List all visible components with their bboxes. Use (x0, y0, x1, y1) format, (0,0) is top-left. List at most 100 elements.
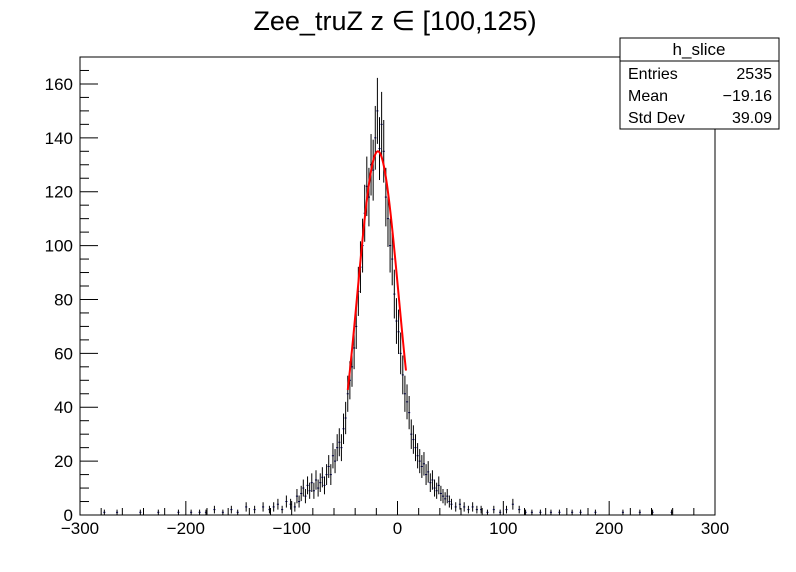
histogram-bin (190, 509, 193, 515)
stats-stddev-label: Std Dev (628, 110, 685, 127)
histogram-bin (308, 482, 311, 499)
histogram-bin (397, 309, 400, 355)
histogram-bin (344, 401, 347, 435)
histogram-bin (382, 119, 385, 183)
histogram-bin (139, 509, 142, 515)
histogram-bin (323, 476, 326, 495)
histogram-bin (399, 332, 402, 375)
x-tick-label: 100 (489, 519, 517, 538)
gaussian-fit-curve (346, 150, 407, 391)
histogram-bin (230, 505, 233, 514)
histogram-bin (425, 464, 428, 486)
histogram-bin (342, 413, 345, 445)
x-tick-label: 200 (595, 519, 623, 538)
histogram-bin (281, 505, 284, 514)
histogram-bin (393, 269, 396, 319)
histogram-bin (446, 489, 449, 504)
histogram-bin (236, 509, 239, 515)
histogram-bin (448, 495, 451, 508)
histogram-bin (422, 452, 426, 476)
histogram-bin (329, 464, 332, 486)
histogram-bin (300, 485, 303, 502)
histogram-bin (177, 509, 180, 515)
y-tick-label: 120 (45, 183, 73, 202)
histogram-bin (395, 298, 398, 344)
histogram-bin (198, 509, 201, 515)
histogram-bin (372, 139, 375, 201)
histogram-bin (405, 384, 409, 420)
histogram-bin (276, 498, 279, 510)
histogram-bin (302, 479, 305, 497)
histogram-bin (221, 509, 224, 515)
histogram-bin (429, 473, 432, 493)
histogram-bin (295, 489, 299, 504)
histogram-bin (334, 449, 337, 474)
histogram-bin (638, 509, 641, 515)
histogram-bin (418, 449, 421, 474)
y-tick-label: 0 (64, 506, 73, 525)
histogram-bin (410, 419, 413, 449)
histogram-bin (458, 498, 461, 510)
histogram-bin (403, 375, 406, 412)
histogram-bin (378, 117, 381, 181)
histogram-bin (539, 509, 542, 515)
histogram-bin (340, 434, 343, 462)
histogram-bin (549, 509, 553, 515)
x-tick-label: 300 (701, 519, 729, 538)
histogram-bin (486, 509, 489, 515)
histogram-bin (304, 489, 307, 504)
histogram-bin (463, 502, 466, 512)
histogram-bin (262, 502, 265, 512)
histogram-bin (518, 505, 521, 514)
histogram-bin (293, 502, 296, 512)
histogram-bin (317, 479, 320, 497)
histogram-bin (285, 495, 288, 508)
stats-mean-label: Mean (628, 88, 668, 105)
stats-box-frame (619, 37, 780, 130)
histogram-bin (338, 428, 341, 457)
y-tick-label: 160 (45, 75, 73, 94)
histogram-bin (310, 473, 313, 493)
y-tick-label: 40 (54, 398, 73, 417)
stats-box-name: h_slice (673, 40, 726, 59)
histogram-bin (444, 492, 447, 506)
axes: −300 −200 −100 0 100 200 300 0 20 40 60 80 100 120 140… (45, 56, 729, 538)
histogram-bin (439, 485, 442, 502)
histogram-bin (312, 482, 315, 499)
histogram-bin (389, 218, 392, 273)
histogram-bin (327, 455, 330, 478)
histogram-bin (530, 509, 533, 515)
histogram-bin (454, 502, 457, 512)
histogram-bin (391, 232, 394, 286)
histogram-bin (435, 482, 438, 499)
histogram-bin (272, 502, 275, 512)
chart-title: Zee_truZ z ∈ [100,125) (253, 6, 536, 36)
histogram-bin (621, 509, 624, 515)
histogram-bin (558, 509, 561, 515)
histogram-bin (433, 479, 436, 497)
plot-area (103, 77, 673, 515)
histogram-bin (441, 489, 445, 504)
histogram-bin (336, 434, 339, 462)
histogram-bin (420, 455, 423, 478)
stats-entries-value: 2535 (736, 66, 772, 83)
histogram-bin (298, 495, 301, 508)
x-tick-label: −100 (273, 519, 311, 538)
histogram-bin (414, 434, 417, 462)
stats-entries-label: Entries (628, 66, 678, 83)
histogram-bin (499, 509, 502, 515)
histogram-bin (331, 443, 334, 469)
stats-stddev-value: 39.09 (732, 110, 772, 127)
histogram-bin (450, 498, 453, 510)
x-tick-label: −200 (167, 519, 205, 538)
histogram-bin (325, 464, 328, 486)
y-tick-label: 100 (45, 237, 73, 256)
histogram-bin (579, 509, 582, 515)
histogram-bin (321, 467, 324, 488)
histogram-bin (157, 509, 160, 515)
x-tick-label: −300 (61, 519, 99, 538)
histogram-bin (103, 509, 106, 515)
histogram-bin (245, 502, 248, 512)
histogram-bin (319, 473, 322, 493)
